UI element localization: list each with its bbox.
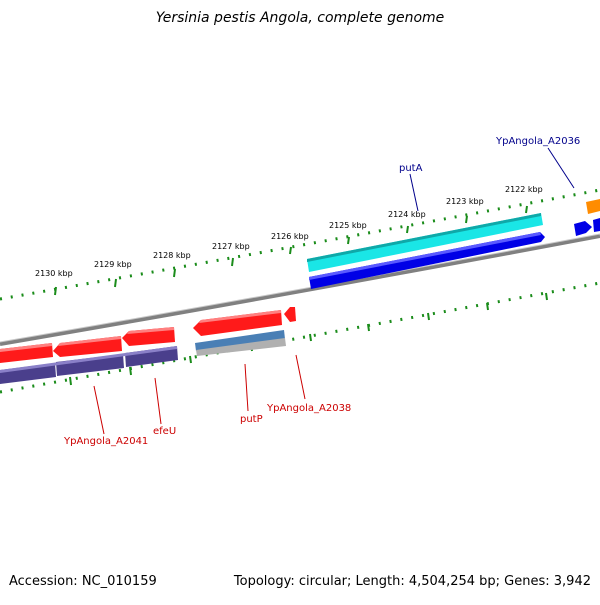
grey-feature-track <box>196 338 286 356</box>
gene-putA-arrow <box>309 232 545 289</box>
gene-putP-arrow <box>193 310 282 336</box>
map-title: Yersinia pestis Angola, complete genome <box>155 10 445 26</box>
gene-ypangola-a2038-arrow <box>284 307 296 322</box>
gene-label-efeU: efeU <box>153 426 176 437</box>
gene-ypangola-a2041b-arrow <box>53 336 122 357</box>
a2038-leader-line <box>295 354 306 400</box>
cog-track-segment <box>125 346 178 367</box>
gene-right-blue-arrow <box>593 218 600 232</box>
gene-ypangola-a2036-arrow <box>574 221 592 236</box>
accession-text: Accession: NC_010159 <box>9 574 157 589</box>
putP-leader-line <box>244 363 249 412</box>
scale-tick-label: 2123 kbp <box>446 197 484 206</box>
gene-label-ypangola-a2036: YpAngola_A2036 <box>495 136 580 147</box>
efeU-leader-line <box>154 377 162 425</box>
genome-summary-text: Topology: circular; Length: 4,504,254 bp… <box>233 574 591 589</box>
outer-major-ticks <box>54 205 528 296</box>
scale-tick-label: 2122 kbp <box>505 185 543 194</box>
putA-leader-line <box>409 173 419 212</box>
orange-feature-track <box>586 199 600 214</box>
scale-tick-label: 2126 kbp <box>271 232 309 241</box>
a2036-leader-line <box>547 147 575 189</box>
cog-track-segment <box>56 354 124 376</box>
scale-tick-label: 2129 kbp <box>94 260 132 269</box>
scale-tick-label: 2125 kbp <box>329 221 367 230</box>
scale-tick-label: 2127 kbp <box>212 242 250 251</box>
scale-tick-label: 2128 kbp <box>153 251 191 260</box>
genome-backbone <box>0 234 600 346</box>
a2041-leader-line <box>93 385 105 435</box>
gene-label-putP: putP <box>240 414 263 425</box>
inner-major-ticks <box>69 292 548 386</box>
scale-tick-label: 2130 kbp <box>35 269 73 278</box>
cyan-feature-track <box>307 213 543 272</box>
gene-label-ypangola-a2041: YpAngola_A2041 <box>63 436 148 447</box>
steelblue-feature-track <box>195 330 285 351</box>
scale-tick-label: 2124 kbp <box>388 210 426 219</box>
gene-label-ypangola-a2038: YpAngola_A2038 <box>266 403 351 414</box>
gene-label-putA: putA <box>399 163 423 174</box>
